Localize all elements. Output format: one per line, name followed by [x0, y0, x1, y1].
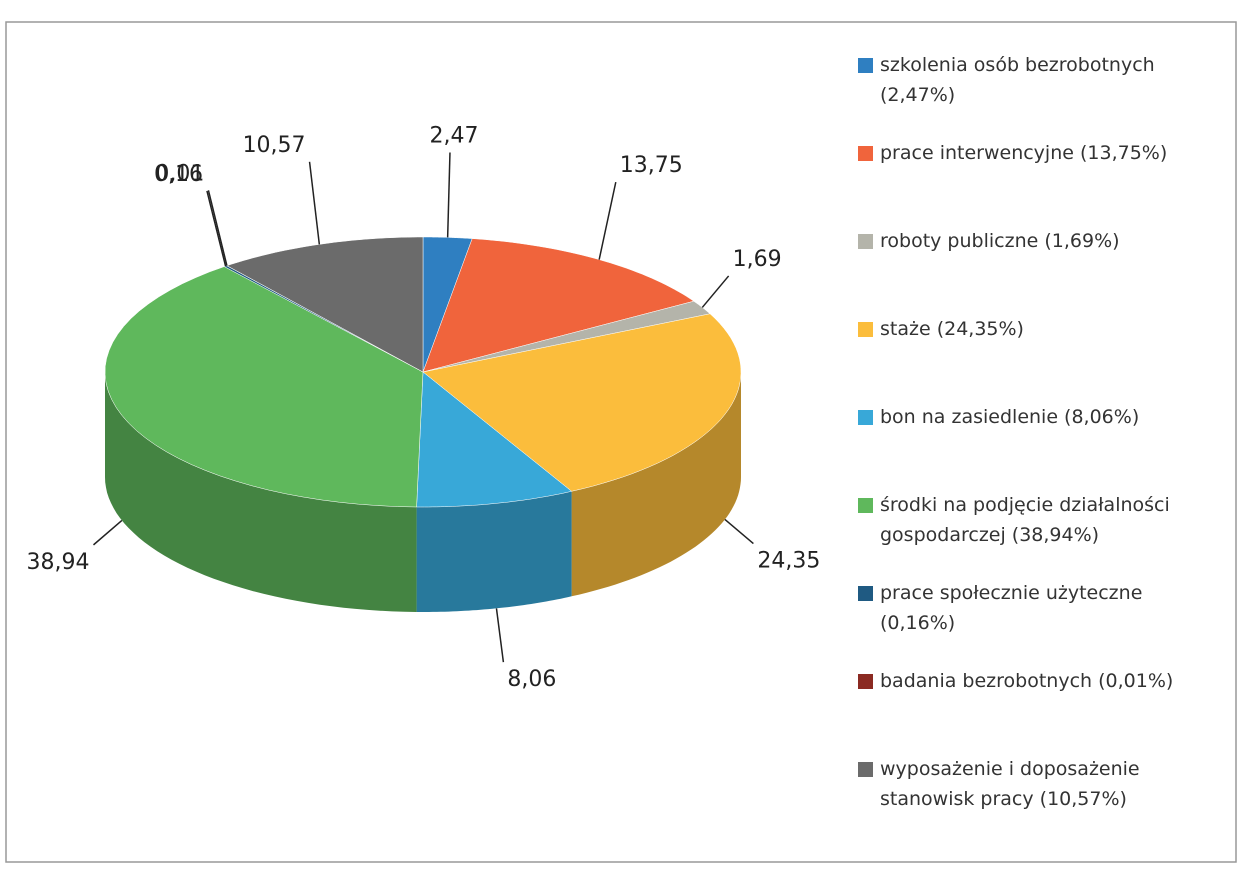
legend-label: prace społecznie użyteczne (0,16%) — [880, 582, 1143, 634]
legend-item: wyposażenie i doposażenie stanowisk prac… — [858, 754, 1218, 842]
leader-line — [701, 275, 730, 308]
data-label: 10,57 — [243, 133, 306, 158]
slice-side — [105, 372, 417, 612]
data-label: 8,06 — [507, 667, 556, 692]
legend-label: staże (24,35%) — [880, 318, 1024, 340]
legend-label: wyposażenie i doposażenie stanowisk prac… — [880, 758, 1140, 810]
slice-side — [416, 491, 572, 612]
frame — [5, 21, 1237, 863]
legend-label: bon na zasiedlenie (8,06%) — [880, 406, 1140, 428]
legend-swatch — [858, 762, 873, 777]
legend-item: bon na zasiedlenie (8,06%) — [858, 402, 1218, 490]
legend-swatch — [858, 322, 873, 337]
slice — [226, 236, 424, 373]
legend-swatch — [858, 234, 873, 249]
legend-label: badania bezrobotnych (0,01%) — [880, 670, 1174, 692]
legend-item: staże (24,35%) — [858, 314, 1218, 402]
legend-swatch — [858, 586, 873, 601]
slice — [422, 313, 742, 492]
leader-line — [206, 190, 227, 267]
slice — [416, 371, 573, 508]
data-label: 38,94 — [26, 550, 89, 575]
legend-label: prace interwencyjne (13,75%) — [880, 142, 1168, 164]
legend-label: szkolenia osób bezrobotnych (2,47%) — [880, 54, 1155, 106]
slice — [104, 266, 424, 508]
slice-side — [571, 372, 741, 597]
leader-line — [724, 518, 754, 545]
legend-swatch — [858, 58, 873, 73]
legend-item: szkolenia osób bezrobotnych (2,47%) — [858, 50, 1218, 138]
legend-item: środki na podjęcie działalności gospodar… — [858, 490, 1218, 578]
legend-item: prace społecznie użyteczne (0,16%) — [858, 578, 1218, 666]
legend-swatch — [858, 498, 873, 513]
legend-label: roboty publiczne (1,69%) — [880, 230, 1120, 252]
data-label: 0,01 — [155, 161, 204, 186]
data-label: 24,35 — [757, 549, 820, 574]
legend-label: środki na podjęcie działalności gospodar… — [880, 494, 1170, 546]
legend-item: badania bezrobotnych (0,01%) — [858, 666, 1218, 754]
leader-line — [207, 190, 228, 266]
data-label: 2,47 — [429, 124, 478, 149]
data-label: 0,16 — [154, 162, 203, 187]
legend-item: roboty publiczne (1,69%) — [858, 226, 1218, 314]
legend: szkolenia osób bezrobotnych (2,47%) prace… — [858, 50, 1218, 842]
leader-line — [598, 181, 617, 260]
leader-line — [495, 608, 505, 663]
data-label: 1,69 — [733, 247, 782, 272]
leader-line — [446, 152, 451, 238]
legend-swatch — [858, 674, 873, 689]
leader-line — [308, 161, 321, 245]
data-label: 13,75 — [620, 153, 683, 178]
leader-line — [92, 519, 123, 546]
legend-item: prace interwencyjne (13,75%) — [858, 138, 1218, 226]
legend-swatch — [858, 146, 873, 161]
legend-swatch — [858, 410, 873, 425]
